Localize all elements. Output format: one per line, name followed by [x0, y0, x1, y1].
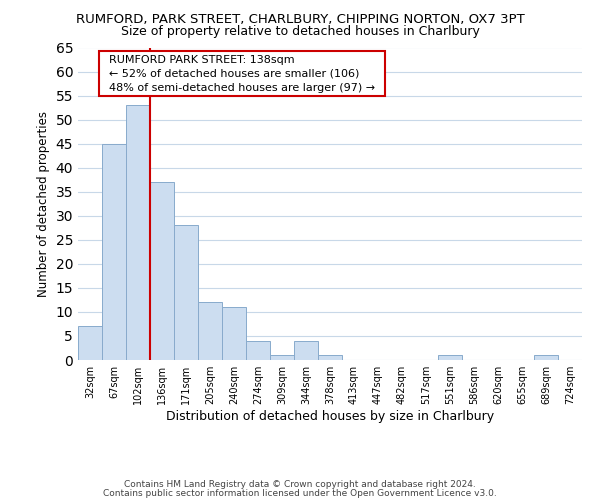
- Bar: [246, 341, 270, 360]
- Text: Contains HM Land Registry data © Crown copyright and database right 2024.: Contains HM Land Registry data © Crown c…: [124, 480, 476, 489]
- Bar: [150, 182, 174, 360]
- Y-axis label: Number of detached properties: Number of detached properties: [37, 111, 50, 296]
- Bar: [318, 355, 342, 360]
- Bar: [174, 226, 198, 360]
- Bar: [126, 105, 150, 360]
- Bar: [222, 307, 246, 360]
- Bar: [438, 355, 462, 360]
- Bar: [294, 341, 318, 360]
- Bar: [270, 355, 294, 360]
- Text: Size of property relative to detached houses in Charlbury: Size of property relative to detached ho…: [121, 25, 479, 38]
- Bar: [78, 326, 102, 360]
- Text: Contains public sector information licensed under the Open Government Licence v3: Contains public sector information licen…: [103, 488, 497, 498]
- Bar: [102, 144, 126, 360]
- Text: RUMFORD PARK STREET: 138sqm  
  ← 52% of detached houses are smaller (106)  
  4: RUMFORD PARK STREET: 138sqm ← 52% of det…: [102, 54, 382, 92]
- Text: RUMFORD, PARK STREET, CHARLBURY, CHIPPING NORTON, OX7 3PT: RUMFORD, PARK STREET, CHARLBURY, CHIPPIN…: [76, 12, 524, 26]
- Bar: [198, 302, 222, 360]
- X-axis label: Distribution of detached houses by size in Charlbury: Distribution of detached houses by size …: [166, 410, 494, 423]
- Bar: [534, 355, 558, 360]
